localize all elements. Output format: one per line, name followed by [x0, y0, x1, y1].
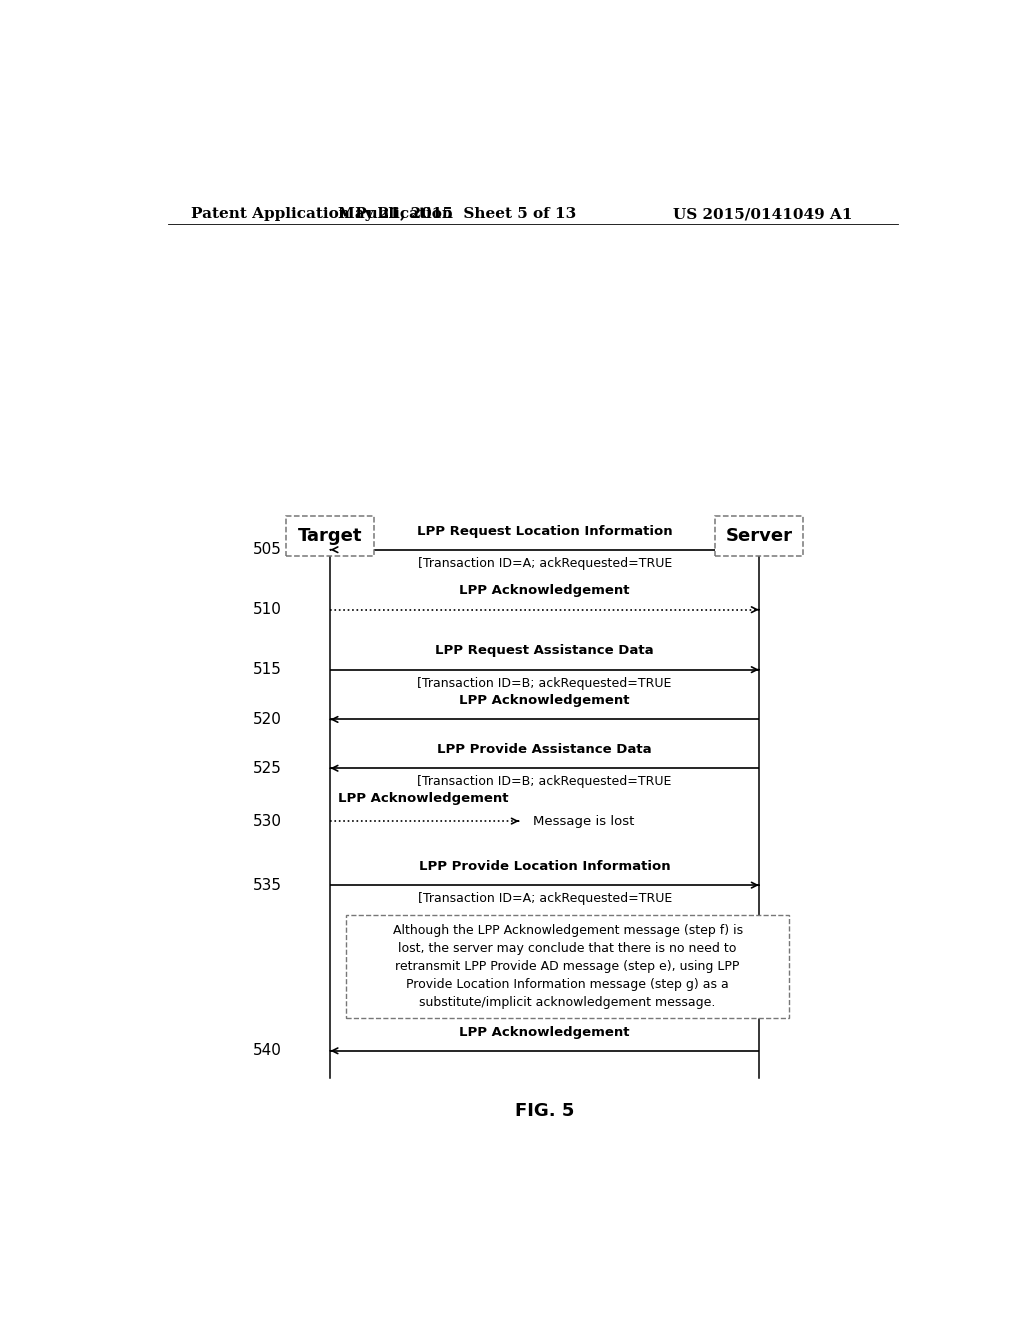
Text: US 2015/0141049 A1: US 2015/0141049 A1 — [673, 207, 853, 222]
Text: LPP Request Assistance Data: LPP Request Assistance Data — [435, 644, 654, 657]
Text: 505: 505 — [253, 543, 282, 557]
Text: LPP Acknowledgement: LPP Acknowledgement — [460, 585, 630, 598]
Text: [Transaction ID=B; ackRequested=TRUE: [Transaction ID=B; ackRequested=TRUE — [418, 775, 672, 788]
Text: LPP Acknowledgement: LPP Acknowledgement — [460, 1026, 630, 1039]
Text: 535: 535 — [252, 878, 282, 892]
FancyBboxPatch shape — [287, 516, 375, 556]
Text: Although the LPP Acknowledgement message (step f) is
lost, the server may conclu: Although the LPP Acknowledgement message… — [392, 924, 742, 1008]
Text: May 21, 2015  Sheet 5 of 13: May 21, 2015 Sheet 5 of 13 — [338, 207, 577, 222]
Text: 515: 515 — [253, 663, 282, 677]
Text: [Transaction ID=A; ackRequested=TRUE: [Transaction ID=A; ackRequested=TRUE — [418, 892, 672, 906]
Text: [Transaction ID=B; ackRequested=TRUE: [Transaction ID=B; ackRequested=TRUE — [418, 677, 672, 690]
Text: LPP Provide Location Information: LPP Provide Location Information — [419, 859, 671, 873]
Text: [Transaction ID=A; ackRequested=TRUE: [Transaction ID=A; ackRequested=TRUE — [418, 557, 672, 570]
Text: LPP Provide Assistance Data: LPP Provide Assistance Data — [437, 743, 652, 756]
Text: Server: Server — [725, 527, 793, 545]
Text: LPP Acknowledgement: LPP Acknowledgement — [338, 792, 509, 805]
Text: 530: 530 — [252, 813, 282, 829]
Text: FIG. 5: FIG. 5 — [515, 1102, 574, 1119]
Text: LPP Request Location Information: LPP Request Location Information — [417, 524, 673, 537]
FancyBboxPatch shape — [715, 516, 803, 556]
FancyBboxPatch shape — [346, 915, 790, 1018]
Text: 510: 510 — [253, 602, 282, 618]
Text: 525: 525 — [253, 760, 282, 776]
Text: Target: Target — [298, 527, 362, 545]
Text: LPP Acknowledgement: LPP Acknowledgement — [460, 694, 630, 708]
Text: 540: 540 — [253, 1043, 282, 1059]
Text: 520: 520 — [253, 711, 282, 727]
Text: Message is lost: Message is lost — [534, 814, 635, 828]
Text: Patent Application Publication: Patent Application Publication — [191, 207, 454, 222]
